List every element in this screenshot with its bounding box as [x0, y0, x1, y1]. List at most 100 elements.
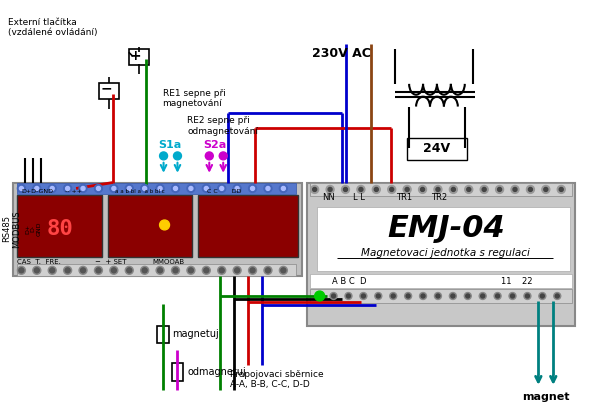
- Text: 80: 80: [47, 219, 74, 239]
- Circle shape: [464, 293, 471, 299]
- Circle shape: [465, 185, 473, 193]
- Bar: [310, 289, 572, 303]
- Circle shape: [449, 293, 457, 299]
- Circle shape: [526, 185, 535, 193]
- Circle shape: [434, 185, 442, 193]
- Circle shape: [311, 185, 319, 193]
- Text: −: −: [100, 82, 112, 96]
- Circle shape: [403, 185, 411, 193]
- Circle shape: [326, 185, 334, 193]
- Circle shape: [33, 266, 41, 274]
- Circle shape: [449, 185, 457, 193]
- Circle shape: [125, 185, 133, 192]
- Text: 24V: 24V: [424, 143, 451, 156]
- Circle shape: [330, 293, 337, 299]
- Circle shape: [328, 187, 332, 191]
- Circle shape: [264, 185, 272, 192]
- Circle shape: [218, 266, 226, 274]
- Circle shape: [390, 187, 394, 191]
- Circle shape: [511, 294, 515, 298]
- Circle shape: [391, 294, 395, 298]
- Circle shape: [390, 293, 397, 299]
- Bar: [129, 49, 149, 65]
- Circle shape: [281, 268, 286, 273]
- Circle shape: [524, 293, 531, 299]
- Bar: [199, 195, 298, 257]
- Circle shape: [541, 294, 544, 298]
- Bar: [310, 183, 572, 196]
- Circle shape: [251, 187, 254, 191]
- Circle shape: [189, 187, 193, 191]
- Circle shape: [160, 220, 170, 230]
- Circle shape: [158, 268, 163, 273]
- Bar: [13, 183, 302, 276]
- Circle shape: [156, 185, 164, 192]
- Circle shape: [539, 293, 546, 299]
- Circle shape: [19, 268, 24, 273]
- Circle shape: [158, 187, 162, 191]
- Circle shape: [80, 268, 86, 273]
- Circle shape: [313, 187, 317, 191]
- Text: TR2: TR2: [431, 193, 447, 202]
- Circle shape: [434, 293, 442, 299]
- Circle shape: [17, 266, 25, 274]
- Circle shape: [65, 268, 70, 273]
- Text: Magnetovaci jednotka s regulaci: Magnetovaci jednotka s regulaci: [361, 247, 530, 258]
- Circle shape: [494, 293, 501, 299]
- Text: S2a: S2a: [203, 140, 227, 150]
- Circle shape: [65, 187, 70, 191]
- Circle shape: [235, 187, 239, 191]
- Circle shape: [555, 294, 559, 298]
- Circle shape: [509, 293, 516, 299]
- Circle shape: [496, 294, 500, 298]
- Circle shape: [112, 187, 116, 191]
- Circle shape: [94, 185, 103, 192]
- Circle shape: [346, 294, 350, 298]
- Circle shape: [187, 185, 195, 192]
- Circle shape: [280, 266, 287, 274]
- Text: RS485
MODBUS: RS485 MODBUS: [2, 210, 21, 248]
- Circle shape: [48, 185, 56, 192]
- Circle shape: [451, 294, 455, 298]
- Circle shape: [173, 268, 178, 273]
- Circle shape: [96, 268, 101, 273]
- Circle shape: [557, 185, 565, 193]
- Circle shape: [482, 187, 486, 191]
- Bar: [17, 183, 296, 194]
- Circle shape: [554, 293, 561, 299]
- Circle shape: [419, 293, 427, 299]
- Circle shape: [360, 293, 367, 299]
- Circle shape: [143, 187, 146, 191]
- Text: A B C  D: A B C D: [332, 277, 366, 286]
- Circle shape: [467, 187, 471, 191]
- Circle shape: [48, 266, 56, 274]
- Bar: [307, 183, 575, 326]
- Circle shape: [34, 268, 39, 273]
- Circle shape: [544, 187, 548, 191]
- Circle shape: [219, 152, 227, 160]
- Circle shape: [81, 187, 85, 191]
- Circle shape: [451, 187, 455, 191]
- Text: odmagnetuj: odmagnetuj: [187, 367, 246, 377]
- Text: +: +: [130, 49, 142, 63]
- Circle shape: [140, 266, 149, 274]
- Circle shape: [345, 293, 352, 299]
- Bar: [172, 363, 184, 381]
- Circle shape: [110, 185, 118, 192]
- Circle shape: [19, 187, 23, 191]
- Circle shape: [233, 266, 241, 274]
- Text: magnet: magnet: [523, 392, 570, 402]
- Circle shape: [235, 268, 239, 273]
- Circle shape: [112, 268, 116, 273]
- Circle shape: [280, 185, 287, 192]
- Bar: [17, 264, 296, 276]
- Circle shape: [218, 185, 226, 192]
- Circle shape: [173, 187, 178, 191]
- Circle shape: [202, 266, 210, 274]
- Bar: [157, 326, 169, 343]
- Circle shape: [250, 268, 255, 273]
- Circle shape: [497, 187, 502, 191]
- Circle shape: [248, 185, 257, 192]
- Circle shape: [332, 294, 335, 298]
- Circle shape: [17, 185, 25, 192]
